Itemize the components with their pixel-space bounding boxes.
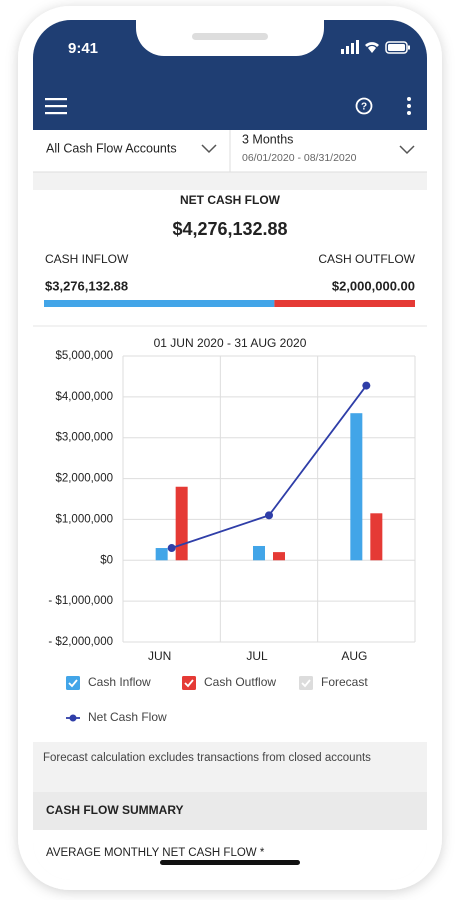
net-point <box>265 511 273 520</box>
legend-checkbox <box>299 676 313 690</box>
y-tick-label: - $1,000,000 <box>48 595 113 607</box>
legend-dot <box>69 714 77 722</box>
net-point <box>167 544 176 553</box>
net-point <box>362 381 371 390</box>
row-label: AVERAGE MONTHLY NET CASH FLOW * <box>46 847 265 859</box>
account-dropdown[interactable]: All Cash Flow Accounts <box>46 141 217 155</box>
legend-check <box>68 679 78 688</box>
inflow-bar <box>44 300 275 307</box>
y-tick-label: $2,000,000 <box>55 473 113 485</box>
inflow-label: CASH INFLOW <box>45 252 129 266</box>
footnote: Forecast calculation excludes transactio… <box>43 752 371 764</box>
outflow-bar <box>274 300 415 307</box>
bar <box>273 552 285 561</box>
y-tick-label: - $2,000,000 <box>48 636 113 648</box>
legend-checkbox <box>182 676 196 690</box>
account-filter: All Cash Flow Accounts <box>46 141 177 155</box>
bar <box>350 413 363 561</box>
chart-title: 01 JUN 2020 - 31 AUG 2020 <box>154 336 307 350</box>
bar <box>370 513 383 561</box>
outflow-value: $2,000,000.00 <box>332 278 415 293</box>
period-dropdown[interactable]: 3 Months 06/01/2020 - 08/31/2020 <box>242 132 415 164</box>
bar <box>253 545 265 561</box>
x-tick-label: AUG <box>341 649 367 663</box>
bar <box>155 548 168 561</box>
legend-label: Net Cash Flow <box>88 710 167 724</box>
outflow-label: CASH OUTFLOW <box>318 252 415 266</box>
y-tick-label: $3,000,000 <box>55 432 113 444</box>
period-filter: 3 Months <box>242 132 293 146</box>
speaker <box>192 33 268 40</box>
help-button[interactable]: ? <box>355 97 373 115</box>
menu-button[interactable] <box>45 98 67 115</box>
y-tick-label: $1,000,000 <box>55 513 113 525</box>
more-button[interactable] <box>407 97 411 115</box>
legend-label: Cash Inflow <box>88 675 151 689</box>
home-indicator <box>160 860 300 865</box>
legend-checkbox <box>66 676 80 690</box>
status-icons <box>341 40 410 54</box>
legend-label: Forecast <box>321 675 368 689</box>
y-tick-label: $5,000,000 <box>55 350 113 362</box>
y-tick-label: $0 <box>100 554 113 566</box>
section-header <box>33 792 427 830</box>
inflow-value: $3,276,132.88 <box>45 278 128 293</box>
x-tick-label: JUN <box>148 649 171 663</box>
net-value: $4,276,132.88 <box>172 219 287 239</box>
net-title: NET CASH FLOW <box>180 193 281 207</box>
y-tick-label: $4,000,000 <box>55 391 113 403</box>
date-range: 06/01/2020 - 08/31/2020 <box>242 152 357 164</box>
bar <box>175 486 188 561</box>
summary-row <box>33 830 427 880</box>
legend-label: Cash Outflow <box>204 675 276 689</box>
svg-text:?: ? <box>361 102 367 113</box>
legend-check <box>184 679 194 688</box>
section-title: CASH FLOW SUMMARY <box>46 803 184 817</box>
status-time: 9:41 <box>68 40 98 57</box>
x-tick-label: JUL <box>246 649 268 663</box>
legend-check <box>301 679 311 688</box>
